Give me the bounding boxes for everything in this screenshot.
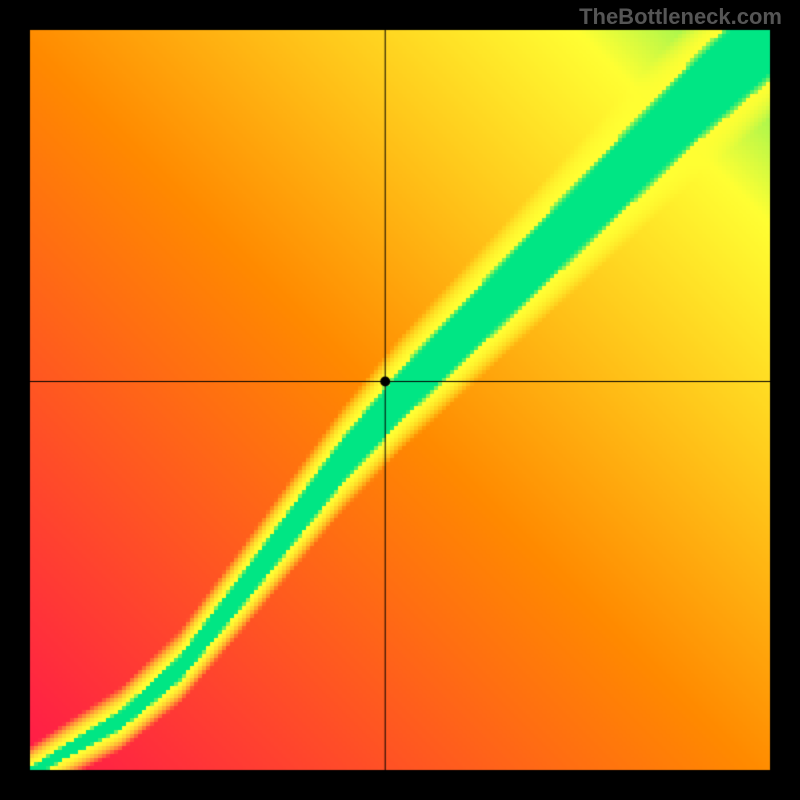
heatmap-plot [0,0,800,800]
watermark: TheBottleneck.com [579,4,782,30]
root: TheBottleneck.com [0,0,800,800]
